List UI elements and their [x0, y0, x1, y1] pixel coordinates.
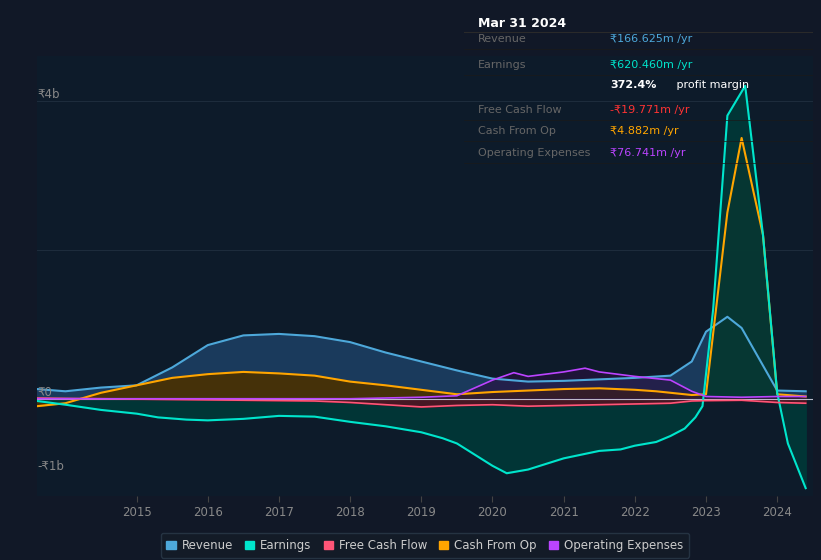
Text: Free Cash Flow: Free Cash Flow [478, 105, 562, 115]
Text: 372.4%: 372.4% [610, 80, 657, 90]
Text: Revenue: Revenue [478, 34, 526, 44]
Text: Mar 31 2024: Mar 31 2024 [478, 17, 566, 30]
Text: ₹4b: ₹4b [37, 88, 59, 101]
Text: Operating Expenses: Operating Expenses [478, 148, 590, 158]
Text: -₹19.771m /yr: -₹19.771m /yr [610, 105, 690, 115]
Legend: Revenue, Earnings, Free Cash Flow, Cash From Op, Operating Expenses: Revenue, Earnings, Free Cash Flow, Cash … [161, 533, 689, 558]
Text: ₹166.625m /yr: ₹166.625m /yr [610, 34, 693, 44]
Text: ₹620.460m /yr: ₹620.460m /yr [610, 60, 693, 70]
Text: ₹76.741m /yr: ₹76.741m /yr [610, 148, 686, 158]
Text: Cash From Op: Cash From Op [478, 126, 556, 136]
Text: -₹1b: -₹1b [37, 460, 64, 473]
Text: profit margin: profit margin [673, 80, 750, 90]
Text: ₹0: ₹0 [37, 386, 52, 399]
Text: ₹4.882m /yr: ₹4.882m /yr [610, 126, 679, 136]
Text: Earnings: Earnings [478, 60, 526, 70]
